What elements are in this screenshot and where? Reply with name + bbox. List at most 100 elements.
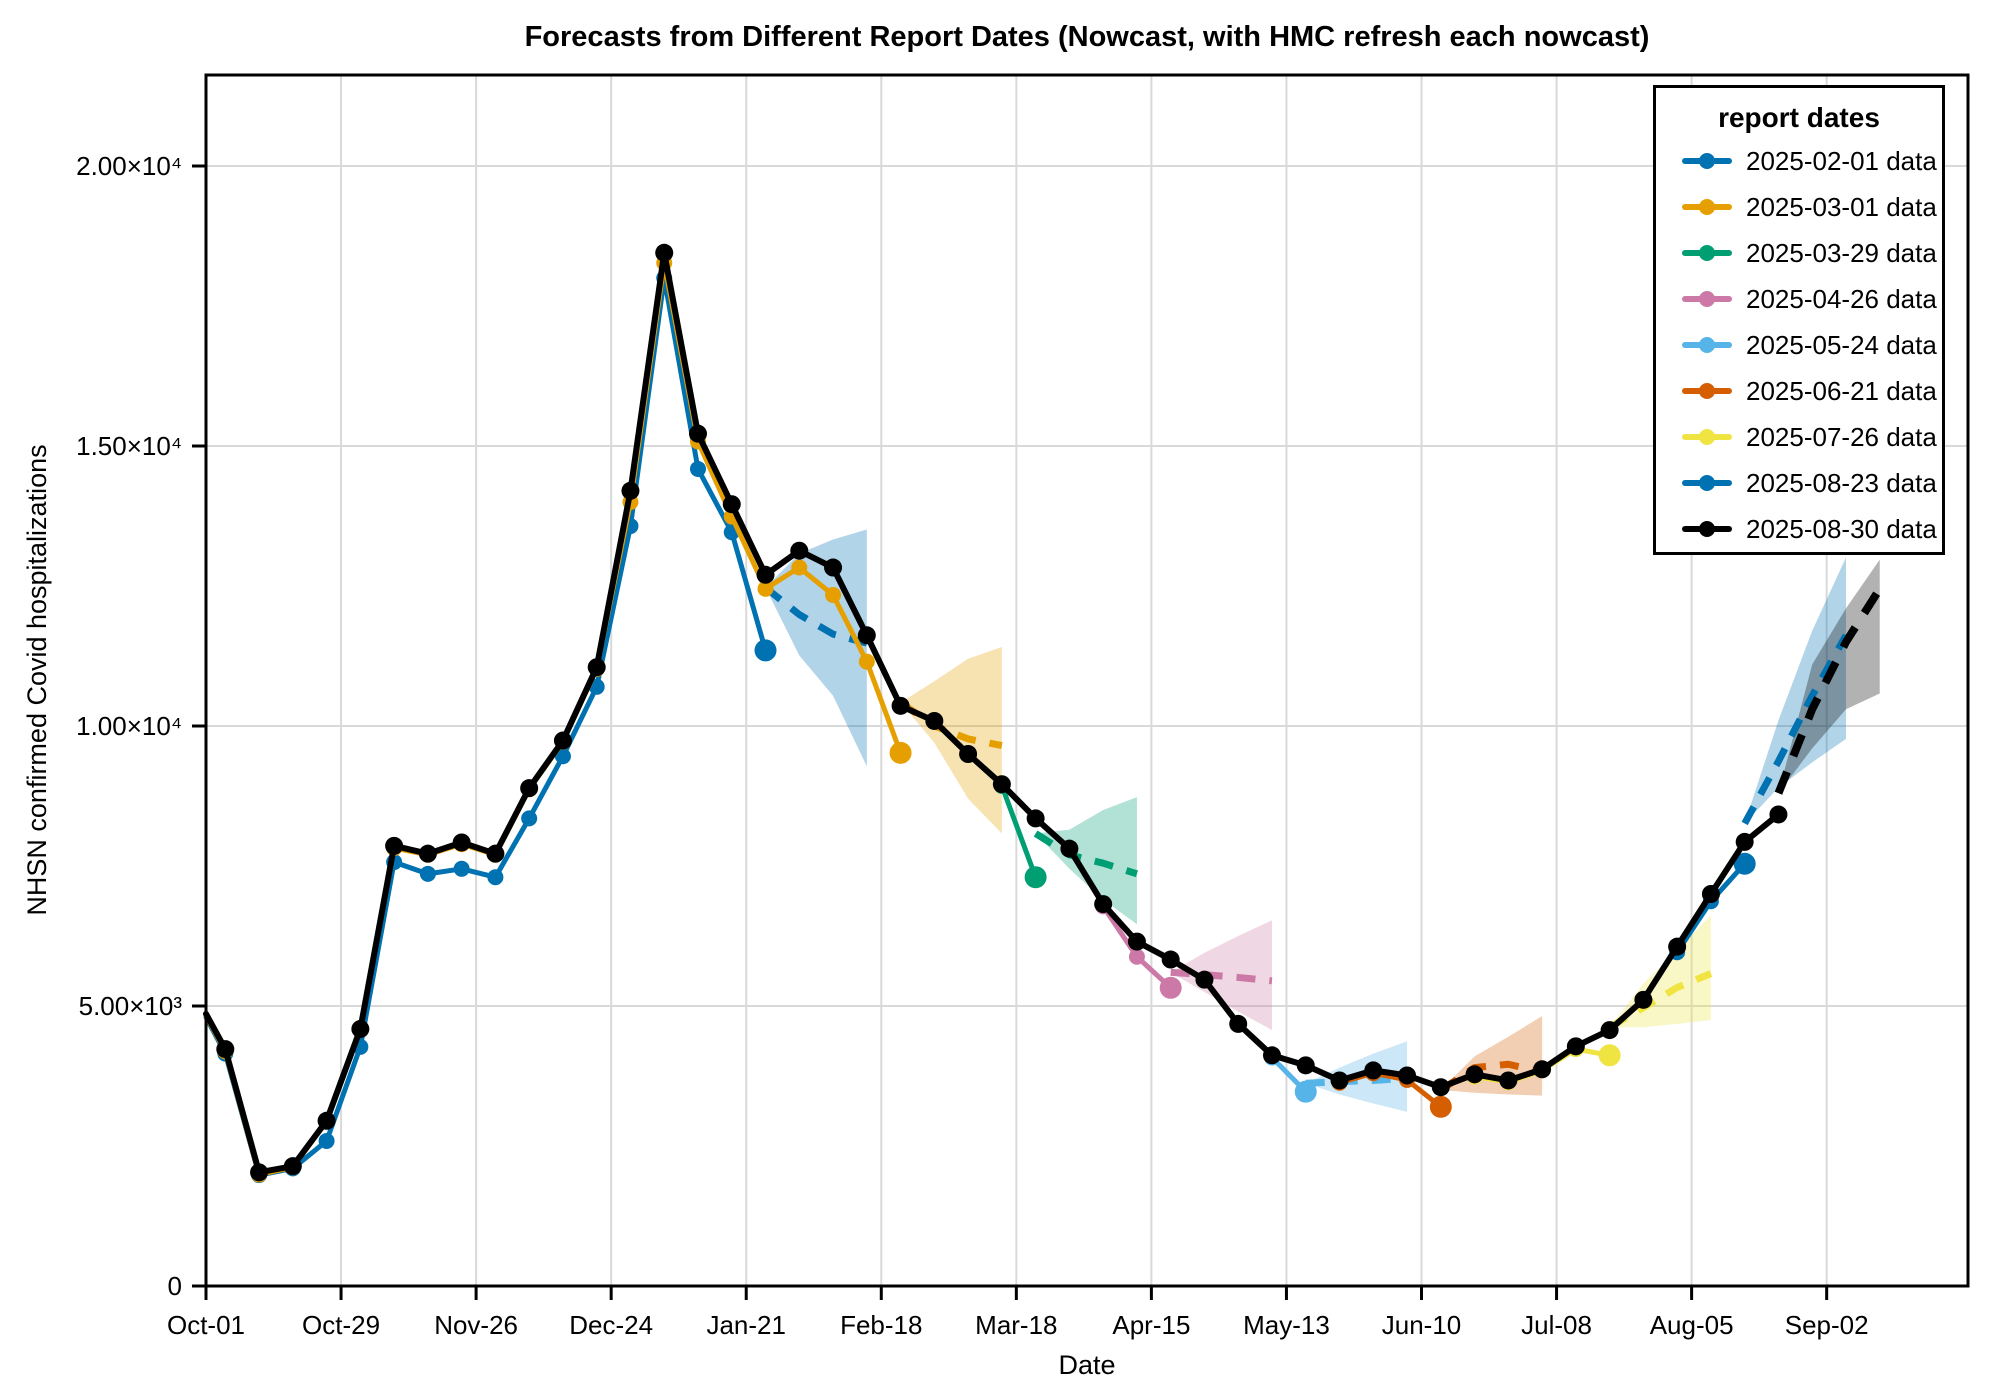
data-point <box>1128 948 1145 965</box>
plot-border <box>204 73 1970 1288</box>
x-tick-label: Oct-01 <box>167 1310 245 1340</box>
data-point <box>521 810 538 827</box>
observed-line-2025-03-29 <box>999 783 1039 880</box>
data-point <box>1598 1044 1621 1067</box>
x-tick-label: Feb-18 <box>840 1310 922 1340</box>
x-tick-label: Dec-24 <box>569 1310 653 1340</box>
data-point <box>790 541 809 560</box>
data-point <box>1533 1060 1552 1079</box>
observed-line-2025-03-01 <box>203 260 904 1178</box>
axis-tick-labels: Oct-01 Oct-29 Nov-26 Dec-24 Jan-21 Feb-18 Mar-… <box>76 151 1868 1340</box>
x-tick-label: Nov-26 <box>434 1310 518 1340</box>
legend-marker-icon <box>1682 244 1732 262</box>
legend-marker-icon <box>1682 336 1732 354</box>
data-point <box>1429 1095 1452 1118</box>
legend-item-label: 2025-05-24 data <box>1746 329 1937 360</box>
data-point <box>791 559 808 576</box>
data-point <box>1330 1071 1349 1090</box>
x-tick-label: Sep-02 <box>1785 1310 1869 1340</box>
legend-marker-icon <box>1682 152 1732 170</box>
forecast-line-2025-08-30 <box>1774 586 1884 795</box>
x-tick-label: Apr-15 <box>1112 1310 1190 1340</box>
data-point <box>756 565 775 584</box>
data-point <box>487 869 504 886</box>
data-point <box>419 865 436 882</box>
data-point <box>418 844 437 863</box>
data-point <box>858 653 875 670</box>
axis-ticks <box>192 164 1829 1300</box>
y-tick-label: 5.00×10³ <box>79 991 183 1021</box>
data-point <box>385 836 404 855</box>
x-tick-label: Jul-08 <box>1521 1310 1592 1340</box>
y-tick-label: 1.50×10⁴ <box>76 431 182 461</box>
forecast-line-2025-02-01 <box>763 584 868 647</box>
legend-marker-icon <box>1682 428 1732 446</box>
forecast-line-2025-04-26 <box>1170 968 1273 985</box>
legend: report dates 2025-02-01 data 2025-03-01 d… <box>1653 85 1945 555</box>
data-point <box>824 558 843 577</box>
legend-item: 2025-05-24 data <box>1656 322 1942 368</box>
forecast-band-2025-08-23 <box>1744 557 1846 824</box>
legend-marker-icon <box>1682 198 1732 216</box>
plot-frame <box>204 73 1970 1288</box>
data-point <box>1499 1071 1518 1090</box>
legend-item: 2025-04-26 data <box>1656 276 1942 322</box>
data-point <box>1229 1014 1248 1033</box>
data-point <box>317 1111 336 1130</box>
data-point <box>689 460 706 477</box>
y-tick-label: 0 <box>168 1271 182 1301</box>
data-point <box>1364 1061 1383 1080</box>
legend-item-label: 2025-08-23 data <box>1746 467 1937 498</box>
data-point <box>621 481 640 500</box>
legend-item-label: 2025-03-29 data <box>1746 237 1937 268</box>
data-point <box>688 424 707 443</box>
data-point <box>757 580 774 597</box>
data-point <box>1195 970 1214 989</box>
data-point <box>453 860 470 877</box>
data-point <box>1566 1037 1585 1056</box>
legend-item: 2025-07-26 data <box>1656 414 1942 460</box>
data-point <box>992 775 1011 794</box>
legend-item: 2025-08-23 data <box>1656 460 1942 506</box>
data-point <box>554 748 571 765</box>
data-point <box>1094 895 1113 914</box>
x-tick-label: Oct-29 <box>302 1310 380 1340</box>
data-point <box>1296 1056 1315 1075</box>
data-point <box>1431 1078 1450 1097</box>
data-point <box>1735 832 1754 851</box>
data-point <box>891 696 910 715</box>
data-point <box>283 1157 302 1176</box>
data-point <box>486 844 505 863</box>
data-point <box>1701 885 1720 903</box>
x-axis-label: Date <box>1058 1350 1115 1380</box>
y-axis-label: NHSN confirmed Covid hospitalizations <box>22 444 52 915</box>
legend-item-label: 2025-07-26 data <box>1746 421 1937 452</box>
data-point <box>1733 852 1756 875</box>
data-point <box>722 495 741 514</box>
data-point <box>655 243 674 262</box>
data-point <box>1769 805 1788 824</box>
data-point <box>825 586 842 603</box>
legend-item: 2025-02-01 data <box>1656 138 1942 184</box>
legend-item-label: 2025-08-30 data <box>1746 513 1937 544</box>
data-point <box>1159 976 1182 999</box>
data-point <box>351 1019 370 1038</box>
legend-marker-icon <box>1682 382 1732 400</box>
y-tick-label: 2.00×10⁴ <box>76 151 182 181</box>
chart-title: Forecasts from Different Report Dates (N… <box>525 21 1650 53</box>
legend-item-label: 2025-04-26 data <box>1746 283 1937 314</box>
data-point <box>520 779 539 798</box>
plot-area <box>203 243 1884 1184</box>
data-point <box>452 833 471 852</box>
data-point <box>1262 1046 1281 1065</box>
data-point <box>1127 932 1146 951</box>
legend-item: 2025-08-30 data <box>1656 506 1942 552</box>
legend-item: 2025-03-01 data <box>1656 184 1942 230</box>
legend-marker-icon <box>1682 474 1732 492</box>
x-tick-label: Aug-05 <box>1650 1310 1734 1340</box>
x-tick-label: Mar-18 <box>975 1310 1057 1340</box>
legend-items: 2025-02-01 data 2025-03-01 data 2025-03-29… <box>1656 138 1942 552</box>
legend-item-label: 2025-02-01 data <box>1746 145 1937 176</box>
